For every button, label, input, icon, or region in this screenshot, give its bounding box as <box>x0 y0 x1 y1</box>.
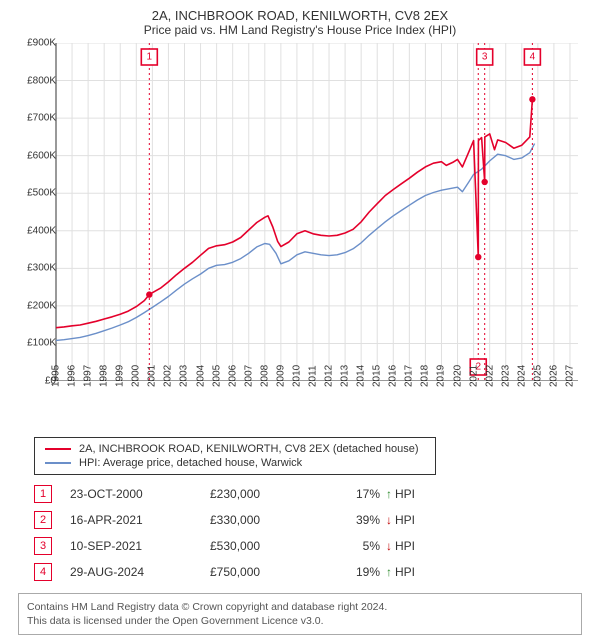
y-axis-tick: £900K <box>27 38 56 49</box>
y-axis-tick: £200K <box>27 300 56 311</box>
x-axis-tick: 2005 <box>211 365 222 387</box>
x-axis-tick: 2027 <box>564 365 575 387</box>
table-row: 4 29-AUG-2024£750,00019% ↑HPI <box>34 559 554 585</box>
x-axis-tick: 2017 <box>404 365 415 387</box>
sale-price: £230,000 <box>210 487 330 501</box>
sale-marker-box: 2 <box>34 511 52 529</box>
x-axis-tick: 2021 <box>468 365 479 387</box>
y-axis-tick: £100K <box>27 338 56 349</box>
x-axis-tick: 2019 <box>436 365 447 387</box>
x-axis-tick: 2024 <box>516 365 527 387</box>
x-axis-tick: 2004 <box>195 365 206 387</box>
sale-date: 29-AUG-2024 <box>70 565 210 579</box>
trend-arrow-icon: ↓ <box>386 539 392 553</box>
chart-subtitle: Price paid vs. HM Land Registry's House … <box>10 23 590 37</box>
sale-rel-hpi: HPI <box>395 513 435 527</box>
x-axis-tick: 2011 <box>307 365 318 387</box>
legend-row: HPI: Average price, detached house, Warw… <box>45 456 425 470</box>
footer-line-2: This data is licensed under the Open Gov… <box>27 614 573 628</box>
sale-date: 10-SEP-2021 <box>70 539 210 553</box>
sale-marker-box: 3 <box>34 537 52 555</box>
y-axis-tick: £500K <box>27 188 56 199</box>
x-axis-tick: 2016 <box>388 365 399 387</box>
sale-pct: 17% <box>330 487 380 501</box>
x-axis-tick: 2014 <box>356 365 367 387</box>
sale-price: £750,000 <box>210 565 330 579</box>
x-axis-tick: 2001 <box>147 365 158 387</box>
x-axis-tick: 2010 <box>291 365 302 387</box>
legend-label: HPI: Average price, detached house, Warw… <box>79 457 302 469</box>
sale-rel-hpi: HPI <box>395 565 435 579</box>
trend-arrow-icon: ↑ <box>386 565 392 579</box>
table-row: 3 10-SEP-2021£530,0005% ↓HPI <box>34 533 554 559</box>
legend-row: 2A, INCHBROOK ROAD, KENILWORTH, CV8 2EX … <box>45 442 425 456</box>
table-row: 1 23-OCT-2000£230,00017% ↑HPI <box>34 481 554 507</box>
svg-text:4: 4 <box>530 52 536 63</box>
y-axis-tick: £600K <box>27 150 56 161</box>
sale-date: 16-APR-2021 <box>70 513 210 527</box>
table-row: 2 16-APR-2021£330,00039% ↓HPI <box>34 507 554 533</box>
x-axis-tick: 2012 <box>324 365 335 387</box>
x-axis-tick: 2002 <box>163 365 174 387</box>
x-axis-tick: 2020 <box>452 365 463 387</box>
sale-price: £530,000 <box>210 539 330 553</box>
sale-pct: 5% <box>330 539 380 553</box>
chart-area: 1234 £0£100K£200K£300K£400K£500K£600K£70… <box>16 43 578 381</box>
x-axis-tick: 2009 <box>275 365 286 387</box>
trend-arrow-icon: ↓ <box>386 513 392 527</box>
x-axis-tick: 1998 <box>99 365 110 387</box>
sale-rel-hpi: HPI <box>395 539 435 553</box>
trend-arrow-icon: ↑ <box>386 487 392 501</box>
y-axis-tick: £800K <box>27 75 56 86</box>
footer-line-1: Contains HM Land Registry data © Crown c… <box>27 600 573 614</box>
x-axis-tick: 1996 <box>67 365 78 387</box>
sale-pct: 39% <box>330 513 380 527</box>
x-axis-tick: 2018 <box>420 365 431 387</box>
legend-swatch <box>45 448 71 450</box>
x-axis-tick: 2026 <box>548 365 559 387</box>
sale-marker-box: 1 <box>34 485 52 503</box>
x-axis-tick: 2013 <box>340 365 351 387</box>
y-axis-tick: £400K <box>27 225 56 236</box>
chart-legend: 2A, INCHBROOK ROAD, KENILWORTH, CV8 2EX … <box>34 437 436 475</box>
attribution-footer: Contains HM Land Registry data © Crown c… <box>18 593 582 635</box>
x-axis-tick: 2008 <box>259 365 270 387</box>
sale-pct: 19% <box>330 565 380 579</box>
x-axis-tick: 2006 <box>227 365 238 387</box>
x-axis-tick: 2022 <box>484 365 495 387</box>
legend-swatch <box>45 462 71 464</box>
x-axis-tick: 1995 <box>51 365 62 387</box>
x-axis-tick: 2007 <box>243 365 254 387</box>
y-axis-tick: £700K <box>27 113 56 124</box>
x-axis-tick: 2015 <box>372 365 383 387</box>
sale-rel-hpi: HPI <box>395 487 435 501</box>
x-axis-tick: 2025 <box>532 365 543 387</box>
legend-label: 2A, INCHBROOK ROAD, KENILWORTH, CV8 2EX … <box>79 443 419 455</box>
x-axis-tick: 2003 <box>179 365 190 387</box>
sale-marker-box: 4 <box>34 563 52 581</box>
x-axis-tick: 2023 <box>500 365 511 387</box>
y-axis-tick: £300K <box>27 263 56 274</box>
sales-table: 123-OCT-2000£230,00017%↑HPI216-APR-2021£… <box>34 481 554 585</box>
x-axis-tick: 1997 <box>83 365 94 387</box>
chart-title: 2A, INCHBROOK ROAD, KENILWORTH, CV8 2EX <box>10 8 590 23</box>
line-chart-svg: 1234 <box>16 43 578 381</box>
svg-text:1: 1 <box>147 52 153 63</box>
svg-text:3: 3 <box>482 52 488 63</box>
sale-date: 23-OCT-2000 <box>70 487 210 501</box>
x-axis-tick: 1999 <box>115 365 126 387</box>
x-axis-tick: 2000 <box>131 365 142 387</box>
sale-price: £330,000 <box>210 513 330 527</box>
